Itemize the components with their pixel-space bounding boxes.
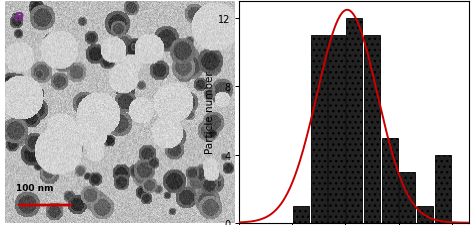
Bar: [399, 172, 416, 223]
Text: a: a: [14, 9, 24, 24]
Bar: [311, 36, 327, 223]
Bar: [346, 19, 363, 223]
Bar: [293, 206, 310, 223]
Y-axis label: Particle number: Particle number: [205, 71, 215, 154]
Bar: [328, 36, 345, 223]
Text: 100 nm: 100 nm: [16, 183, 54, 192]
Bar: [382, 138, 398, 223]
Bar: [417, 206, 433, 223]
Bar: [364, 36, 380, 223]
Bar: [435, 155, 451, 223]
